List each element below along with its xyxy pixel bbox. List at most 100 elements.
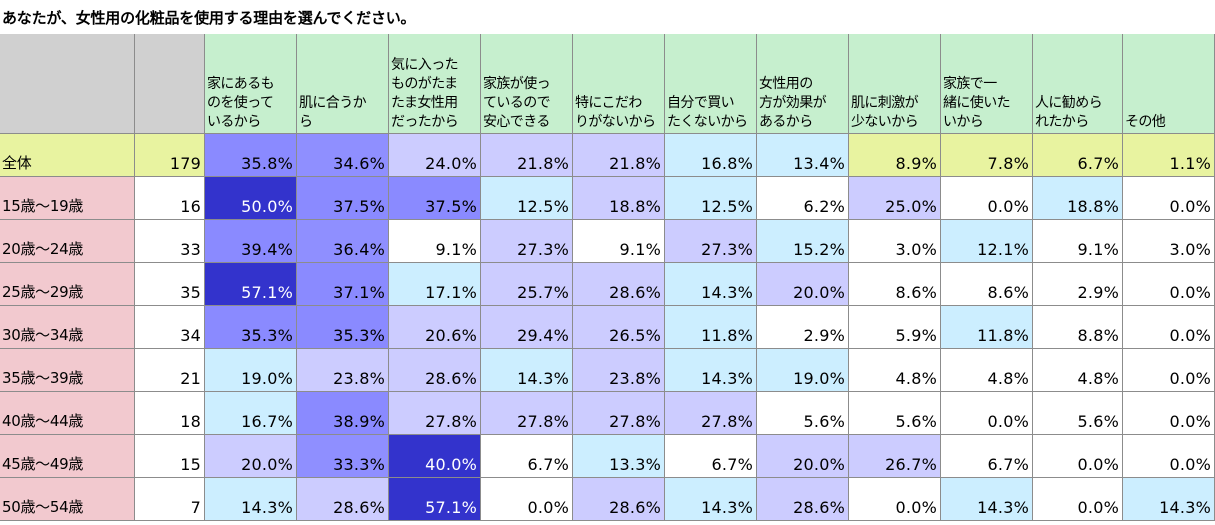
column-header: 肌に合うか ら	[297, 34, 389, 134]
column-header: 自分で買い たくないから	[665, 34, 757, 134]
value-cell-text: 6.2%	[803, 197, 845, 216]
value-cell-text: 5.6%	[803, 412, 845, 431]
value-cell: 14.3%	[665, 349, 757, 392]
value-cell: 6.7%	[481, 435, 573, 478]
value-cell-text: 28.6%	[425, 369, 477, 388]
value-cell: 37.1%	[297, 263, 389, 306]
value-cell-text: 4.8%	[895, 369, 937, 388]
column-header: 家族が使っ ているので 安心できる	[481, 34, 573, 134]
value-cell-text: 19.0%	[793, 369, 845, 388]
value-cell-text: 4.8%	[987, 369, 1029, 388]
value-cell-text: 8.9%	[895, 154, 937, 173]
value-cell-text: 16.7%	[241, 412, 293, 431]
value-cell-text: 33.3%	[333, 455, 385, 474]
value-cell-text: 35.3%	[241, 326, 293, 345]
column-header: 人に勧めら れたから	[1033, 34, 1123, 134]
value-cell-text: 27.8%	[701, 412, 753, 431]
row-label: 20歳～24歳	[0, 220, 135, 263]
value-cell-text: 0.0%	[895, 498, 937, 517]
row-label: 40歳～44歳	[0, 392, 135, 435]
value-cell-text: 35.8%	[241, 154, 293, 173]
value-cell: 3.0%	[849, 220, 941, 263]
value-cell: 0.0%	[1033, 435, 1123, 478]
row-count: 15	[135, 435, 205, 478]
value-cell: 25.0%	[849, 177, 941, 220]
value-cell-text: 20.0%	[241, 455, 293, 474]
value-cell: 35.3%	[297, 306, 389, 349]
value-cell-text: 14.3%	[701, 498, 753, 517]
value-cell: 40.0%	[389, 435, 481, 478]
value-cell: 38.9%	[297, 392, 389, 435]
column-header-text: 自分で買い たくないから	[667, 95, 748, 130]
value-cell: 28.6%	[297, 478, 389, 521]
value-cell: 26.5%	[573, 306, 665, 349]
row-label-text: 30歳～34歳	[2, 326, 84, 344]
value-cell-text: 20.0%	[793, 283, 845, 302]
value-cell-text: 25.0%	[885, 197, 937, 216]
value-cell: 16.7%	[205, 392, 297, 435]
value-cell-text: 6.7%	[711, 455, 753, 474]
value-cell: 5.6%	[1033, 392, 1123, 435]
value-cell-text: 23.8%	[333, 369, 385, 388]
value-cell-text: 20.0%	[793, 455, 845, 474]
row-label-text: 全体	[2, 154, 32, 172]
row-count-text: 7	[190, 498, 201, 517]
value-cell-text: 11.8%	[977, 326, 1029, 345]
row-count-text: 179	[169, 154, 201, 173]
value-cell: 21.8%	[481, 134, 573, 177]
column-header: 気に入った ものがたま たま女性用 だったから	[389, 34, 481, 134]
column-header: その他	[1123, 34, 1215, 134]
row-label-text: 35歳～39歳	[2, 369, 84, 387]
value-cell: 28.6%	[757, 478, 849, 521]
value-cell-text: 0.0%	[1077, 498, 1119, 517]
column-header: 特にこだわ りがないから	[573, 34, 665, 134]
value-cell-text: 17.1%	[425, 283, 477, 302]
column-header: 家族で一 緒に使いた いから	[941, 34, 1033, 134]
value-cell: 0.0%	[1123, 349, 1215, 392]
value-cell-text: 0.0%	[1169, 283, 1211, 302]
row-label: 全体	[0, 134, 135, 177]
row-label-text: 40歳～44歳	[2, 412, 84, 430]
value-cell-text: 34.6%	[333, 154, 385, 173]
value-cell: 6.7%	[665, 435, 757, 478]
value-cell-text: 50.0%	[241, 197, 293, 216]
row-label-text: 25歳～29歳	[2, 283, 84, 301]
value-cell-text: 35.3%	[333, 326, 385, 345]
value-cell-text: 12.1%	[977, 240, 1029, 259]
value-cell-text: 3.0%	[1169, 240, 1211, 259]
column-header-text: 女性用の 方が効果が あるから	[759, 76, 827, 130]
column-header-text: 特にこだわ りがないから	[575, 95, 656, 130]
value-cell: 14.3%	[205, 478, 297, 521]
row-count-text: 21	[180, 369, 201, 388]
value-cell: 33.3%	[297, 435, 389, 478]
value-cell: 6.7%	[1033, 134, 1123, 177]
column-header-text: 肌に刺激が 少ないから	[851, 95, 919, 130]
value-cell: 34.6%	[297, 134, 389, 177]
value-cell-text: 12.5%	[517, 197, 569, 216]
value-cell: 35.8%	[205, 134, 297, 177]
value-cell: 15.2%	[757, 220, 849, 263]
row-count: 21	[135, 349, 205, 392]
value-cell-text: 6.7%	[1077, 154, 1119, 173]
value-cell-text: 0.0%	[1169, 369, 1211, 388]
value-cell-text: 40.0%	[425, 455, 477, 474]
value-cell: 6.7%	[941, 435, 1033, 478]
value-cell-text: 12.5%	[701, 197, 753, 216]
column-header-text: 気に入った ものがたま たま女性用 だったから	[391, 57, 459, 130]
value-cell: 39.4%	[205, 220, 297, 263]
value-cell: 23.8%	[573, 349, 665, 392]
value-cell: 28.6%	[573, 478, 665, 521]
value-cell-text: 8.6%	[987, 283, 1029, 302]
value-cell: 19.0%	[205, 349, 297, 392]
row-count: 33	[135, 220, 205, 263]
value-cell: 20.0%	[757, 435, 849, 478]
value-cell: 25.7%	[481, 263, 573, 306]
header-corner-cell	[0, 34, 135, 134]
column-header-text: 家にあるも のを使って いるから	[207, 76, 275, 130]
value-cell: 12.5%	[481, 177, 573, 220]
value-cell: 9.1%	[573, 220, 665, 263]
value-cell: 29.4%	[481, 306, 573, 349]
value-cell-text: 23.8%	[609, 369, 661, 388]
row-count: 7	[135, 478, 205, 521]
value-cell: 11.8%	[665, 306, 757, 349]
